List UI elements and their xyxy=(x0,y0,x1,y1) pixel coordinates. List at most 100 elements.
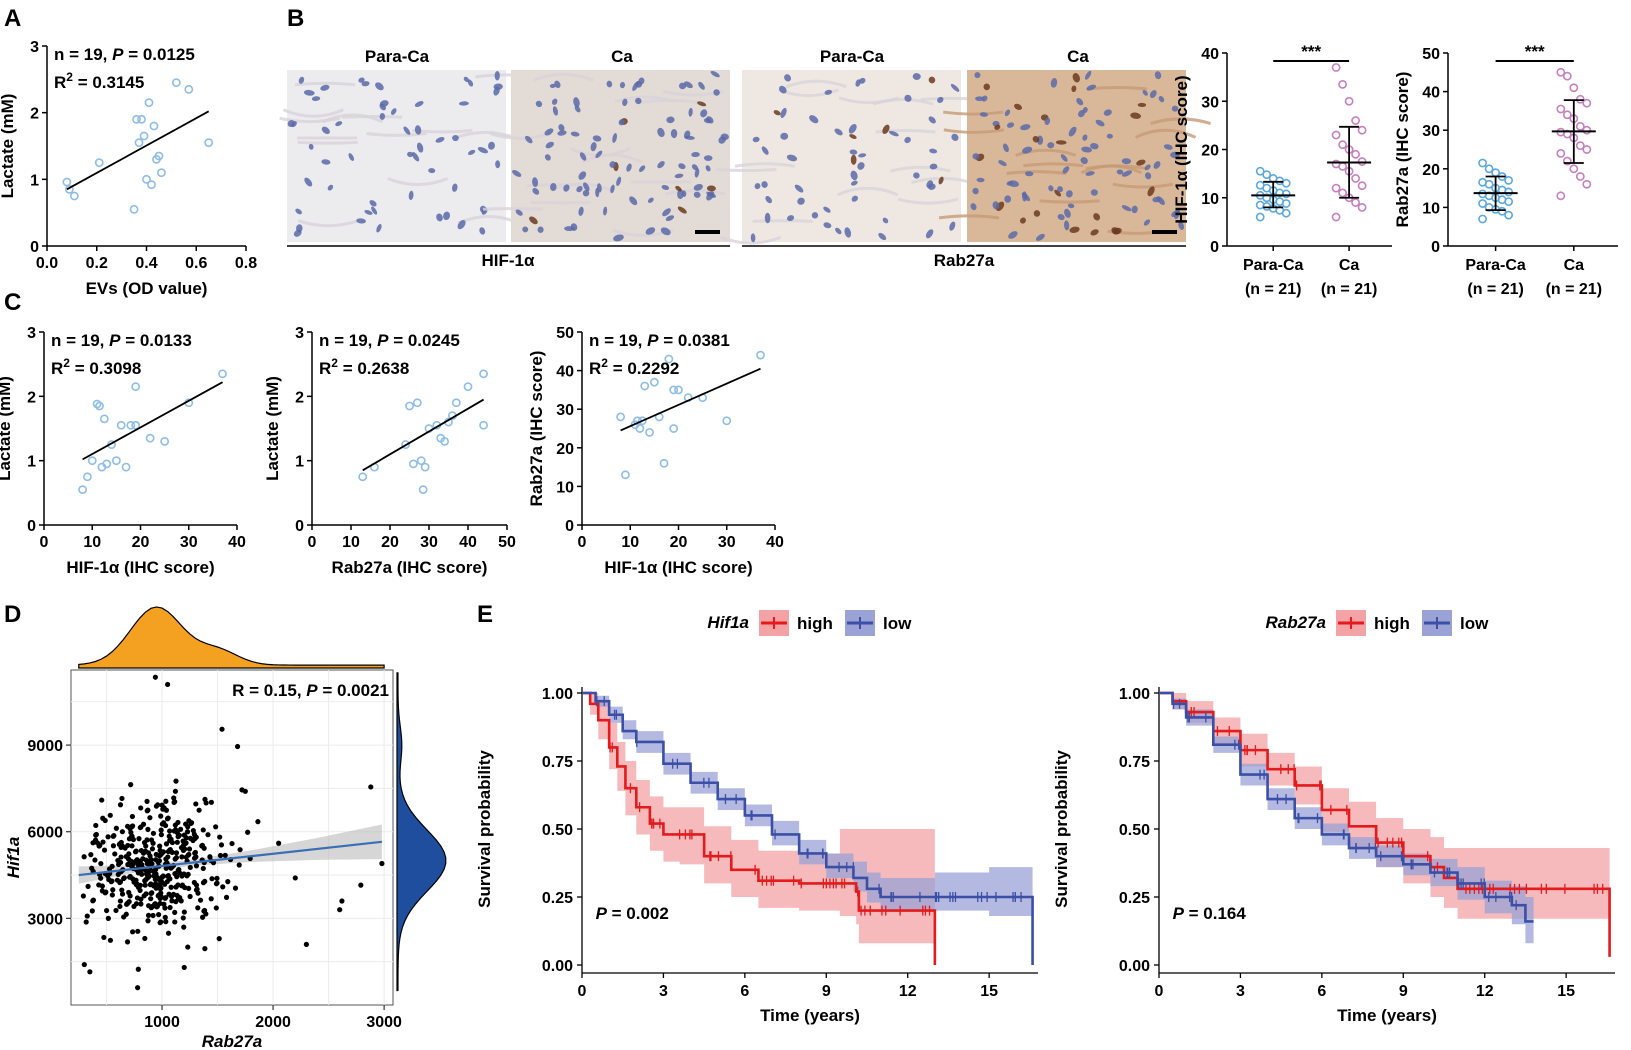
cell-nucleus xyxy=(479,227,486,235)
data-point xyxy=(245,829,251,835)
y-axis-label: Lactate (mM) xyxy=(263,376,282,481)
y-tick-label: 0 xyxy=(295,518,304,535)
data-point xyxy=(167,904,173,911)
data-point xyxy=(186,846,193,852)
data-point xyxy=(217,834,223,840)
cell-nucleus xyxy=(576,185,583,193)
cell-nucleus xyxy=(657,127,665,138)
cell-nucleus xyxy=(713,89,720,96)
y-tick-label: 3 xyxy=(27,325,36,342)
cell-nucleus xyxy=(1044,117,1051,125)
y-tick-label: 0.00 xyxy=(1119,958,1150,975)
data-point xyxy=(117,898,124,904)
data-point xyxy=(87,456,97,466)
chart-b-rab-dotplot: 0 10 20 30 40 50 Rab27a (IHC score) Para-Ca (n =… xyxy=(1393,42,1618,298)
data-point xyxy=(145,433,155,443)
cell-nucleus xyxy=(951,133,959,141)
data-point xyxy=(183,840,189,846)
data-point xyxy=(1351,149,1360,159)
data-point xyxy=(185,871,191,878)
data-point xyxy=(1582,98,1592,108)
legend-high-label: high xyxy=(797,614,833,633)
data-point xyxy=(138,848,144,854)
cell-nucleus xyxy=(1095,119,1105,127)
cell-nucleus xyxy=(1008,180,1020,187)
cell-nucleus xyxy=(544,128,554,136)
chart-e1-km: Hif1a high low 0.00 0.25 0.50 0.75 1.00 0 3 6 9 12 15… xyxy=(475,610,1038,1025)
category-label: Ca xyxy=(1339,257,1360,274)
y-tick-label: 0.75 xyxy=(542,754,573,771)
cell-nucleus xyxy=(1171,210,1180,218)
cell-nucleus xyxy=(1144,164,1151,171)
cell-nucleus xyxy=(858,153,867,158)
data-point xyxy=(158,919,164,925)
data-point xyxy=(116,420,126,430)
y-tick-label: 0.75 xyxy=(1119,754,1150,771)
data-point xyxy=(126,851,132,857)
data-point xyxy=(97,842,103,848)
data-point xyxy=(229,840,235,847)
data-point xyxy=(1582,179,1592,189)
cell-nucleus xyxy=(794,184,804,193)
data-point xyxy=(134,857,140,863)
data-point xyxy=(208,799,215,805)
x-tick-label: 6 xyxy=(740,983,749,1000)
cell-nucleus xyxy=(1093,213,1101,221)
y-tick-label: 0 xyxy=(1210,239,1219,256)
data-point xyxy=(202,946,208,952)
x-axis-label: EVs (OD value) xyxy=(86,279,208,298)
cell-nucleus xyxy=(972,153,980,160)
data-point xyxy=(163,919,169,925)
data-point xyxy=(182,884,188,891)
data-point xyxy=(184,84,194,94)
panel-label-d: D xyxy=(4,601,21,628)
data-point xyxy=(239,787,245,793)
cell-nucleus xyxy=(666,116,675,124)
regression-line xyxy=(82,381,223,461)
cell-nucleus xyxy=(287,119,295,128)
cell-nucleus xyxy=(848,123,857,134)
y-tick-label: 0 xyxy=(30,239,39,256)
data-point xyxy=(1281,199,1291,208)
cell-nucleus xyxy=(647,197,654,203)
cell-nucleus xyxy=(675,185,682,192)
x-tick-label: 9 xyxy=(1399,983,1408,1000)
data-point xyxy=(135,966,141,972)
data-point xyxy=(205,832,211,838)
cell-nucleus xyxy=(849,134,857,140)
y-axis-label: Rab27a (IHC score) xyxy=(527,351,546,507)
p-value-label: P = 0.164 xyxy=(1173,904,1247,923)
data-point xyxy=(209,876,215,882)
data-point xyxy=(119,887,125,893)
data-point xyxy=(222,852,228,858)
x-tick-label: 20 xyxy=(670,534,688,551)
data-point xyxy=(119,843,126,849)
cell-nucleus xyxy=(773,110,781,116)
cell-nucleus xyxy=(1064,220,1070,231)
data-point xyxy=(118,854,124,860)
cell-nucleus xyxy=(609,161,616,168)
data-point xyxy=(173,855,180,861)
cell-nucleus xyxy=(1032,136,1040,143)
x-tick-label: 0.6 xyxy=(185,255,207,272)
cell-nucleus xyxy=(1033,210,1041,217)
cell-nucleus xyxy=(1069,226,1080,233)
category-label: Para-Ca xyxy=(1465,257,1526,274)
data-point xyxy=(1281,208,1291,218)
data-point xyxy=(171,78,181,88)
data-point xyxy=(121,462,131,472)
data-point xyxy=(1351,116,1360,125)
data-point xyxy=(616,412,625,422)
data-point xyxy=(1478,214,1487,224)
category-n: (n = 21) xyxy=(1321,281,1377,298)
data-point xyxy=(146,873,152,879)
data-point xyxy=(110,887,116,893)
y-tick-label: 30 xyxy=(556,402,574,419)
cell-nucleus xyxy=(320,84,330,91)
data-point xyxy=(149,121,159,131)
significance-stars: *** xyxy=(1301,42,1321,61)
cell-nucleus xyxy=(705,165,711,172)
y-tick-label: 0.00 xyxy=(542,958,573,975)
data-point xyxy=(440,436,449,446)
cell-nucleus xyxy=(303,89,315,96)
